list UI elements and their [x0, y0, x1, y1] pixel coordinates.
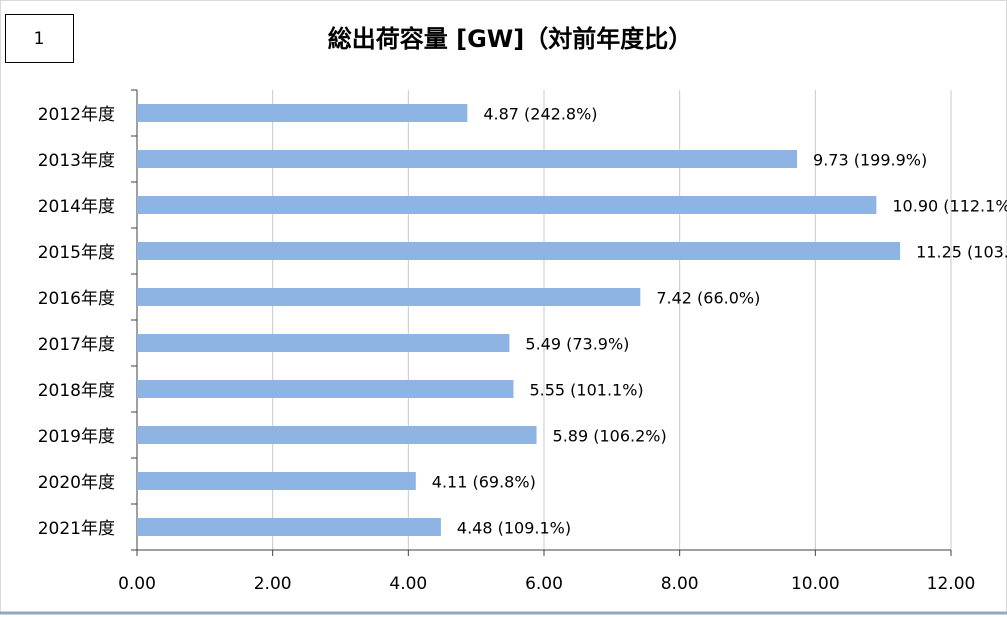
- data-label: 10.90 (112.1%): [892, 197, 1007, 216]
- x-tick-label: 12.00: [927, 574, 976, 594]
- x-tick-label: 8.00: [661, 574, 699, 594]
- data-label: 9.73 (199.9%): [813, 151, 927, 170]
- bar: [137, 334, 510, 352]
- x-tick-label: 2.00: [254, 574, 292, 594]
- data-label: 11.25 (103.2%): [916, 243, 1007, 262]
- bar: [137, 196, 877, 214]
- x-tick-label: 4.00: [389, 574, 427, 594]
- y-tick-label: 2017年度: [38, 335, 115, 355]
- bar: [137, 426, 537, 444]
- chart-title: 総出荷容量 [GW]（対前年度比）: [328, 25, 692, 53]
- data-label: 5.49 (73.9%): [525, 335, 629, 354]
- bar: [137, 518, 441, 536]
- bar: [137, 380, 514, 398]
- y-tick-label: 2021年度: [38, 519, 115, 539]
- bar: [137, 288, 641, 306]
- x-tick-label: 10.00: [791, 574, 840, 594]
- y-tick-label: 2018年度: [38, 381, 115, 401]
- data-label: 4.11 (69.8%): [432, 473, 536, 492]
- bar: [137, 150, 798, 168]
- bar: [137, 472, 416, 490]
- x-tick-label: 0.00: [118, 574, 156, 594]
- y-tick-label: 2016年度: [38, 289, 115, 309]
- y-tick-label: 2012年度: [38, 105, 115, 125]
- y-tick-label: 2013年度: [38, 151, 115, 171]
- y-tick-label: 2019年度: [38, 427, 115, 447]
- data-label: 5.89 (106.2%): [553, 427, 667, 446]
- data-label: 4.48 (109.1%): [457, 519, 571, 538]
- bar: [137, 104, 468, 122]
- x-tick-label: 6.00: [525, 574, 563, 594]
- bar: [137, 242, 901, 260]
- panel-label: 1: [34, 29, 45, 49]
- panel-box: [5, 14, 74, 63]
- data-label: 7.42 (66.0%): [656, 289, 760, 308]
- y-tick-label: 2020年度: [38, 473, 115, 493]
- data-label: 4.87 (242.8%): [483, 105, 597, 124]
- data-label: 5.55 (101.1%): [529, 381, 643, 400]
- y-tick-label: 2014年度: [38, 197, 115, 217]
- y-tick-label: 2015年度: [38, 243, 115, 263]
